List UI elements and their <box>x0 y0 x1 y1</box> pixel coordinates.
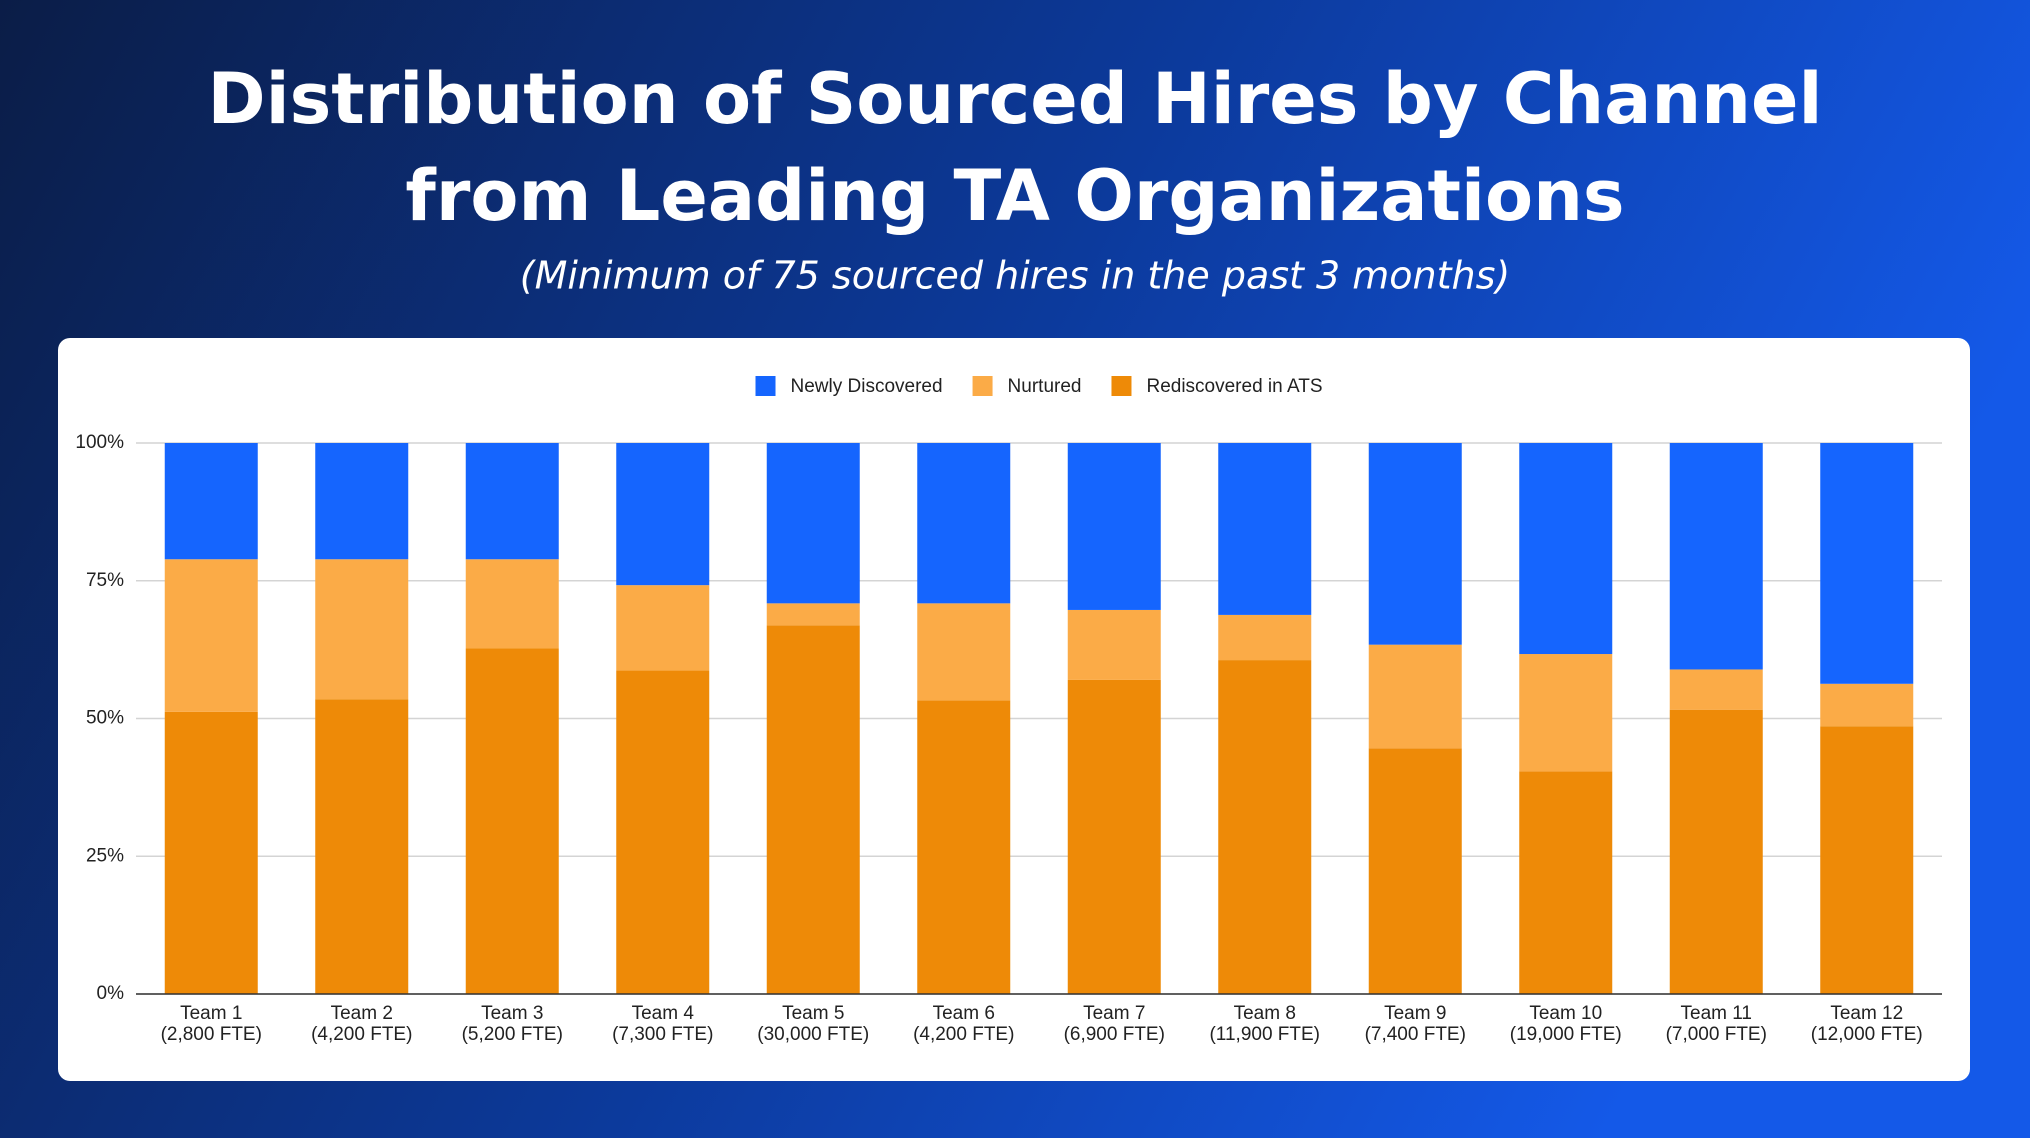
legend-label: Nurtured <box>1008 376 1082 397</box>
x-tick-label: (2,800 FTE) <box>161 1024 262 1045</box>
bar-segment <box>465 443 559 560</box>
bar-segment <box>1820 726 1914 994</box>
bar-segment <box>164 559 258 712</box>
legend-swatch <box>755 376 776 396</box>
x-tick-label: Team 5 <box>782 1003 844 1024</box>
bar-segment <box>164 711 258 994</box>
bar-segment <box>315 443 409 560</box>
bar-segment <box>1519 771 1613 994</box>
y-tick-label: 25% <box>86 845 124 866</box>
bar-segment <box>1067 609 1161 680</box>
x-tick-label: Team 1 <box>180 1003 242 1024</box>
bar-segment <box>1067 443 1161 610</box>
chart-title: from Leading TA Organizations <box>405 155 1624 237</box>
x-tick-label: (6,900 FTE) <box>1064 1024 1165 1045</box>
bar-segment <box>465 648 559 994</box>
y-tick-label: 100% <box>75 432 124 453</box>
x-tick-label: (30,000 FTE) <box>757 1024 869 1045</box>
legend-label: Rediscovered in ATS <box>1146 376 1322 397</box>
bar-segment <box>917 700 1011 994</box>
x-tick-label: Team 10 <box>1529 1003 1602 1024</box>
bar-segment <box>766 603 860 626</box>
legend-swatch <box>972 376 993 396</box>
bar-segment <box>1368 748 1462 994</box>
legend: Newly Discovered Nurtured Rediscovered in … <box>755 376 1322 397</box>
x-tick-label: Team 7 <box>1083 1003 1145 1024</box>
bar-segment <box>917 603 1011 701</box>
bar-segment <box>1669 669 1763 710</box>
bar-segment <box>315 559 409 700</box>
bar-segment <box>1368 443 1462 645</box>
x-tick-label: (5,200 FTE) <box>462 1024 563 1045</box>
x-tick-label: Team 8 <box>1234 1003 1296 1024</box>
x-tick-label: Team 2 <box>331 1003 393 1024</box>
bar-segment <box>1218 660 1312 994</box>
bar-segment <box>1820 443 1914 684</box>
x-tick-label: Team 6 <box>933 1003 995 1024</box>
x-tick-label: Team 4 <box>632 1003 695 1024</box>
legend-swatch <box>1111 376 1132 396</box>
x-tick-label: Team 3 <box>481 1003 543 1024</box>
x-tick-label: (12,000 FTE) <box>1811 1024 1923 1045</box>
bar-segment <box>465 559 559 649</box>
y-tick-label: 75% <box>86 570 124 591</box>
bar-segment <box>1218 614 1312 661</box>
y-tick-label: 50% <box>86 708 124 729</box>
y-tick-label: 0% <box>97 983 125 1004</box>
bar-segment <box>164 443 258 560</box>
x-tick-label: Team 12 <box>1830 1003 1903 1024</box>
bar-segment <box>1820 683 1914 727</box>
x-tick-label: (11,900 FTE) <box>1209 1024 1320 1045</box>
x-tick-label: Team 9 <box>1384 1003 1446 1024</box>
bar-segment <box>1669 709 1763 994</box>
bar-segment <box>1669 443 1763 670</box>
chart-subtitle: (Minimum of 75 sourced hires in the past… <box>520 254 1510 298</box>
bar-segment <box>616 585 710 671</box>
x-tick-label: (4,200 FTE) <box>311 1024 412 1045</box>
bar-segment <box>315 699 409 994</box>
bar-segment <box>616 443 710 586</box>
x-tick-label: (19,000 FTE) <box>1510 1024 1622 1045</box>
x-tick-label: (7,300 FTE) <box>612 1024 713 1045</box>
bar-segment <box>766 625 860 994</box>
bar-segment <box>917 443 1011 604</box>
bar-segment <box>1218 443 1312 615</box>
bar-segment <box>616 670 710 994</box>
x-tick-label: (4,200 FTE) <box>913 1024 1014 1045</box>
bar-segment <box>1368 644 1462 749</box>
bar-segment <box>1519 443 1613 655</box>
legend-label: Newly Discovered <box>791 376 943 397</box>
x-tick-label: (7,400 FTE) <box>1365 1024 1466 1045</box>
bar-segment <box>1519 654 1613 772</box>
chart-title: Distribution of Sourced Hires by Channel <box>208 58 1823 140</box>
x-tick-label: Team 11 <box>1681 1003 1752 1024</box>
bar-segment <box>766 443 860 604</box>
bar-segment <box>1067 679 1161 994</box>
x-tick-label: (7,000 FTE) <box>1666 1024 1767 1045</box>
